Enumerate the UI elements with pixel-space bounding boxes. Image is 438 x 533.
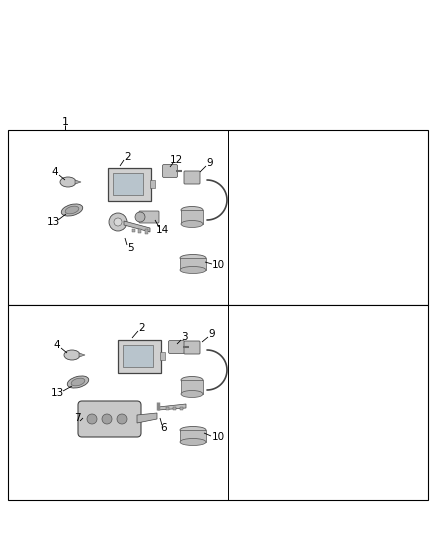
Circle shape bbox=[114, 218, 122, 226]
Text: 2: 2 bbox=[139, 323, 145, 333]
Ellipse shape bbox=[180, 254, 206, 262]
Polygon shape bbox=[79, 353, 85, 357]
Bar bbox=[132, 229, 135, 232]
Bar bbox=[166, 407, 169, 410]
Bar bbox=[180, 258, 206, 270]
Bar bbox=[181, 380, 203, 394]
Ellipse shape bbox=[181, 391, 203, 398]
FancyBboxPatch shape bbox=[162, 165, 177, 177]
Circle shape bbox=[109, 213, 127, 231]
Ellipse shape bbox=[181, 206, 203, 214]
Bar bbox=[113, 173, 143, 195]
Ellipse shape bbox=[181, 221, 203, 228]
Polygon shape bbox=[75, 180, 81, 184]
Ellipse shape bbox=[180, 426, 206, 433]
Bar bbox=[145, 229, 148, 234]
Text: 1: 1 bbox=[61, 117, 68, 127]
Ellipse shape bbox=[60, 177, 76, 187]
FancyBboxPatch shape bbox=[139, 211, 159, 223]
Polygon shape bbox=[124, 221, 150, 232]
Text: 10: 10 bbox=[212, 432, 225, 442]
FancyBboxPatch shape bbox=[107, 167, 151, 200]
FancyBboxPatch shape bbox=[117, 340, 160, 373]
Bar bbox=[150, 180, 155, 188]
Bar bbox=[8, 130, 428, 305]
Bar bbox=[180, 430, 206, 442]
Bar bbox=[180, 407, 183, 410]
Bar bbox=[181, 210, 203, 224]
FancyBboxPatch shape bbox=[184, 341, 200, 354]
Text: 13: 13 bbox=[46, 217, 60, 227]
Text: 7: 7 bbox=[74, 413, 80, 423]
Circle shape bbox=[117, 414, 127, 424]
Bar bbox=[173, 407, 176, 410]
Ellipse shape bbox=[65, 206, 79, 214]
Circle shape bbox=[87, 414, 97, 424]
Ellipse shape bbox=[64, 350, 80, 360]
Ellipse shape bbox=[61, 204, 83, 216]
Circle shape bbox=[135, 212, 145, 222]
Ellipse shape bbox=[180, 439, 206, 446]
Circle shape bbox=[102, 414, 112, 424]
Text: 3: 3 bbox=[181, 332, 187, 342]
Ellipse shape bbox=[71, 378, 85, 386]
Text: 4: 4 bbox=[52, 167, 58, 177]
Polygon shape bbox=[158, 404, 186, 410]
FancyBboxPatch shape bbox=[169, 341, 184, 353]
Text: 6: 6 bbox=[161, 423, 167, 433]
Ellipse shape bbox=[180, 266, 206, 273]
Text: 12: 12 bbox=[170, 155, 183, 165]
Bar bbox=[123, 345, 153, 367]
Text: 9: 9 bbox=[207, 158, 213, 168]
Bar bbox=[160, 352, 165, 360]
Ellipse shape bbox=[181, 376, 203, 384]
Bar bbox=[138, 229, 141, 233]
Text: 9: 9 bbox=[208, 329, 215, 339]
Text: 14: 14 bbox=[155, 225, 169, 235]
Ellipse shape bbox=[67, 376, 89, 388]
Text: 10: 10 bbox=[212, 260, 225, 270]
Polygon shape bbox=[137, 413, 157, 423]
Text: 13: 13 bbox=[50, 388, 64, 398]
Text: 5: 5 bbox=[127, 243, 133, 253]
FancyBboxPatch shape bbox=[184, 171, 200, 184]
Text: 2: 2 bbox=[125, 152, 131, 162]
Text: 4: 4 bbox=[54, 340, 60, 350]
FancyBboxPatch shape bbox=[78, 401, 141, 437]
Bar bbox=[8, 305, 428, 500]
